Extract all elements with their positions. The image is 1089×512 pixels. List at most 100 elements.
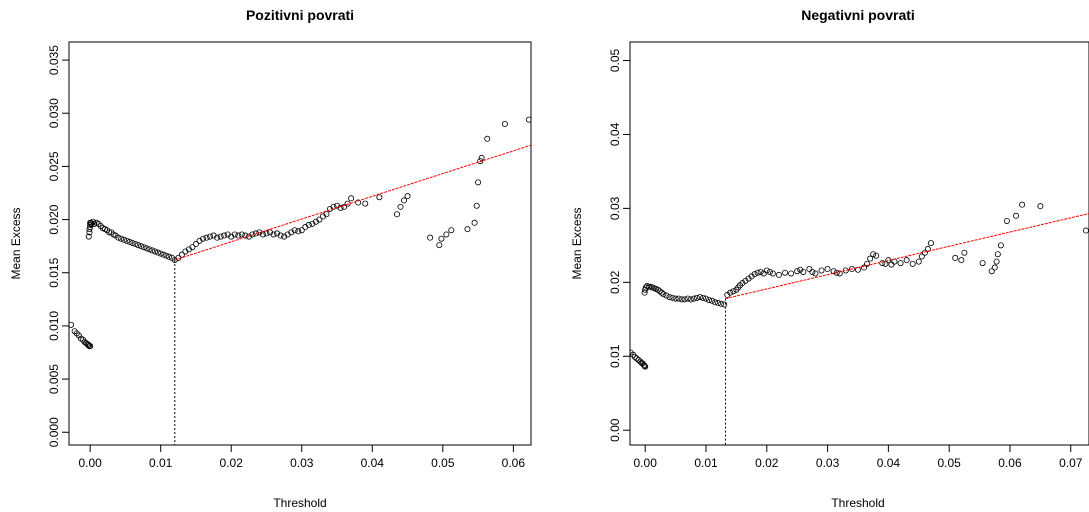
data-point (642, 363, 649, 370)
data-point (154, 249, 161, 256)
y-tick-label: 0.035 (47, 45, 61, 75)
x-tick-label: 0.06 (502, 456, 526, 470)
data-point (766, 268, 773, 275)
data-point (355, 199, 362, 206)
x-tick-label: 0.07 (1059, 456, 1083, 470)
data-point (69, 321, 75, 328)
data-point (337, 204, 344, 211)
data-point (757, 268, 764, 275)
data-point (129, 239, 136, 246)
data-point (702, 295, 709, 302)
data-point (140, 244, 147, 251)
data-point (189, 244, 196, 251)
x-tick-label: 0.04 (361, 456, 385, 470)
data-point (362, 200, 369, 207)
data-point (641, 362, 648, 369)
data-point (137, 243, 144, 250)
data-point (436, 242, 443, 249)
data-point (727, 289, 734, 296)
data-point (988, 268, 995, 275)
data-point (660, 291, 667, 298)
plot-frame (629, 41, 1089, 446)
data-point (1019, 201, 1026, 208)
y-tick-label: 0.020 (47, 204, 61, 234)
data-point (891, 258, 898, 265)
data-point (152, 248, 159, 255)
data-point (475, 179, 482, 186)
data-point (126, 238, 133, 245)
data-point (344, 200, 351, 207)
y-tick-label: 0.02 (608, 270, 622, 294)
data-point (715, 300, 722, 307)
data-point (654, 286, 661, 293)
data-point (1003, 217, 1010, 224)
data-point (217, 233, 224, 240)
data-point (809, 268, 816, 275)
data-point (830, 268, 837, 275)
data-point (341, 203, 348, 210)
data-point (252, 230, 259, 237)
data-point (71, 328, 78, 335)
data-point (706, 297, 713, 304)
data-point (669, 294, 676, 301)
data-point (924, 246, 931, 253)
y-tick-label: 0.030 (47, 98, 61, 128)
data-point (277, 232, 284, 239)
data-point (501, 120, 508, 127)
chart-title: Pozitivni povrati (246, 7, 354, 23)
data-point (477, 158, 484, 165)
data-point (393, 211, 400, 218)
data-point (231, 231, 238, 238)
x-tick-label: 0.05 (937, 456, 961, 470)
y-tick-label: 0.05 (608, 48, 622, 72)
data-point (484, 135, 491, 142)
data-point (696, 294, 703, 301)
data-point (991, 264, 998, 271)
x-tick-label: 0.03 (816, 456, 840, 470)
data-point (873, 252, 880, 259)
plot-frame (68, 41, 532, 446)
data-point (464, 226, 471, 233)
data-point (298, 227, 305, 234)
data-point (833, 269, 840, 276)
data-point (121, 236, 128, 243)
x-tick-label: 0.02 (220, 456, 244, 470)
data-point (85, 342, 92, 349)
x-tick-label: 0.00 (78, 456, 102, 470)
data-point (221, 232, 228, 239)
data-point (836, 270, 843, 277)
data-point (200, 235, 207, 242)
data-point (800, 268, 807, 275)
fit-line (725, 213, 1089, 300)
data-point (87, 343, 94, 350)
data-point (769, 270, 776, 277)
data-point (656, 288, 663, 295)
data-point (687, 296, 694, 303)
data-point (842, 267, 849, 274)
data-point (812, 270, 819, 277)
data-point (658, 289, 665, 296)
data-point (473, 202, 480, 209)
data-point (958, 257, 965, 264)
x-tick-label: 0.01 (149, 456, 173, 470)
data-point (915, 258, 922, 265)
data-point (263, 230, 270, 237)
data-point (242, 232, 249, 239)
data-point (848, 266, 855, 273)
data-point (663, 292, 670, 299)
data-point (993, 258, 1000, 265)
data-point (775, 271, 782, 278)
data-point (305, 221, 312, 228)
data-point (427, 234, 434, 241)
data-point (163, 252, 170, 259)
data-point (291, 227, 298, 234)
data-point (818, 267, 825, 274)
data-point (270, 231, 277, 238)
data-point (157, 250, 164, 257)
data-point (782, 269, 789, 276)
data-point (864, 260, 871, 267)
data-point (879, 260, 886, 267)
data-point (631, 354, 638, 361)
x-axis-label: Threshold (831, 496, 884, 510)
